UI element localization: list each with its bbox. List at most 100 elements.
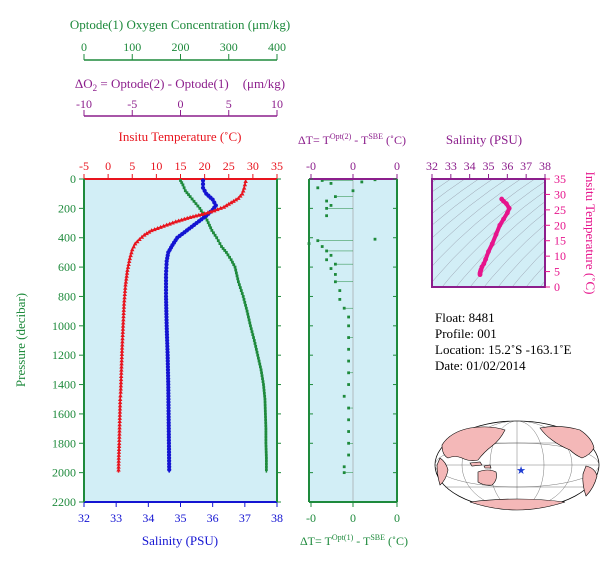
ts-salinity-tick-label: 33 [445,159,457,173]
salinity-series-point [164,309,169,314]
salinity-series-point [166,432,171,437]
temperature-series-point [120,336,125,341]
temperature-series-point [173,219,178,224]
oxygen-series-point [237,283,241,287]
oxygen-series-point [259,368,263,372]
oxygen-series-point [254,347,258,351]
pressure-tick-label: 1000 [52,319,76,333]
pressure-tick-label: 2200 [52,495,76,509]
temperature-series-point [120,342,125,347]
ts-point [503,201,509,207]
title-text: - T [353,534,371,548]
oxygen-series-point [244,306,248,310]
oxygen-series-point [205,218,209,222]
salinity-series-point [165,367,171,372]
oxygen-series-point [247,318,251,322]
oxygen-series-point [198,206,202,210]
temperature-series-point [119,355,125,360]
temperature-series-point [137,236,142,241]
salinity-series-point [164,303,169,308]
pressure-tick-label: 400 [58,231,76,245]
temperature-series-point [117,425,122,430]
oxygen-series-point [237,280,240,284]
temperature-series-point [152,227,157,232]
temperature-series-point [118,393,123,398]
oxygen-series-point [264,444,268,448]
temperature-series-point [122,295,127,300]
temperature-series-point [116,464,121,469]
salinity-series-point [163,275,169,280]
salinity-series-point [166,385,171,390]
delta-t-point [347,430,350,433]
delta-t-top-tick-label: 0 [394,159,400,173]
oxygen-series-point [264,468,268,472]
oxygen-series-point [201,211,205,215]
oxygen-series-point [212,231,215,235]
temperature-series-point [212,208,217,213]
ts-point [486,249,491,254]
temperature-axis-title: Insitu Temperature (˚C) [118,129,241,144]
delta-t-point [325,206,328,210]
ts-point [483,256,489,262]
salinity-series-point [164,259,169,264]
temperature-series-point [127,256,133,261]
delta-o2-tick-label: 10 [271,97,283,111]
temperature-series-point [125,267,130,272]
salinity-series-point [165,358,170,364]
australia-landmass [477,469,497,486]
salinity-series-point [166,376,171,381]
float-info: Float: 8481 Profile: 001 Location: 15.2˚… [435,310,572,373]
delta-t-point [347,453,350,457]
oxygen-series-point [236,277,240,281]
ts-density-contours [432,179,545,287]
salinity-series-point [165,370,171,375]
pressure-tick-label: 600 [58,260,76,274]
temperature-series-point [122,292,127,297]
temperature-series-point [231,198,236,203]
delta-t-point [347,406,350,410]
oxygen-series-point [233,265,237,269]
oxygen-series-point [256,353,260,357]
ts-salinity-tick-label: 35 [483,159,495,173]
delta-t-point [351,189,355,193]
oxygen-series-point [181,183,185,187]
delta-o2-units: (μm/kg) [243,76,285,91]
oxygen-series-point [261,380,265,384]
oxygen-series-point [241,295,245,298]
oxygen-series-point [260,371,263,375]
temperature-series-point [117,437,122,442]
oxygen-series-point [192,199,196,203]
delta-t-panel: -0 0 0-0 0 0ΔT= TOpt(2) - TSBE (˚C)ΔT= TOpt(… [298,132,408,548]
oxygen-series-point [223,249,227,252]
salinity-series-point [164,265,169,270]
salinity-tick-label: 35 [175,511,187,525]
ts-salinity-tick-label: 36 [501,159,513,173]
oxygen-series-point [208,223,211,227]
ts-point [504,210,510,216]
salinity-series-point [166,455,172,461]
oxygen-series-point [196,204,200,208]
oxygen-tick-label: 100 [123,40,141,54]
temperature-series-point [119,358,124,363]
delta-t-point [325,199,328,203]
delta-t-point [320,179,324,182]
salinity-series-point [163,288,169,293]
temperature-series-point [190,214,196,219]
isopycnal-line [441,190,545,287]
delta-t-point [347,336,350,339]
salinity-series-point [167,461,172,466]
temperature-series-point [155,225,160,230]
oxygen-series-point [250,330,254,334]
temperature-tick-label: 10 [150,159,162,173]
temperature-series-point [117,403,123,408]
ts-temperature-tick-label: 0 [554,280,560,294]
oxygen-series-point [231,260,234,264]
salinity-series-point [200,182,206,187]
oxygen-series-point [263,400,267,404]
salinity-series-point [166,411,171,417]
oxygen-series-point [255,350,259,354]
temperature-series-point [167,221,172,226]
salinity-series-point [165,353,170,358]
oxygen-series-point [263,403,267,407]
oxygen-series-point [264,462,268,466]
